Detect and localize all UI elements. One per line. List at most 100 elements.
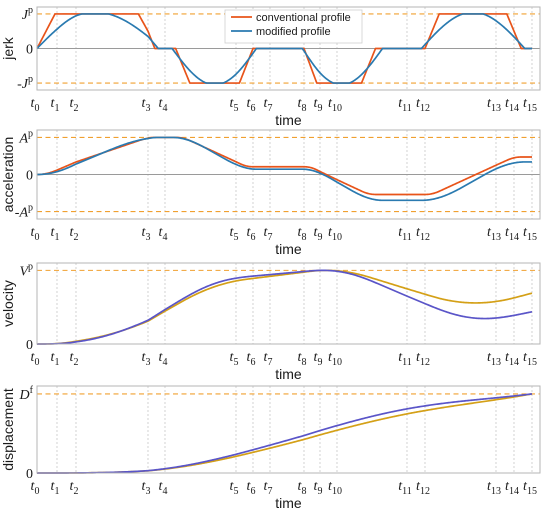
time-tick-label: t6 — [247, 96, 256, 114]
time-tick-label: t4 — [159, 225, 168, 243]
time-tick-label: t15 — [523, 96, 537, 114]
time-tick-label: t8 — [298, 96, 307, 114]
time-tick-label: t7 — [264, 96, 273, 114]
time-tick-label: t14 — [505, 350, 519, 368]
conventional-acceleration-curve — [36, 136, 532, 196]
y-axis-label: jerk — [0, 36, 16, 61]
time-tick-label: t4 — [159, 350, 168, 368]
time-tick-label: t12 — [416, 350, 430, 368]
time-tick-label: t12 — [416, 96, 430, 114]
time-tick-label: t8 — [298, 479, 307, 497]
time-tick-label: t1 — [51, 479, 60, 497]
time-tick-label: t5 — [230, 350, 239, 368]
legend-box — [224, 9, 363, 44]
time-tick-label: t7 — [264, 225, 273, 243]
y-axis-label: displacement — [0, 388, 16, 471]
modified-acceleration-curve — [37, 136, 532, 202]
time-tick-label: t15 — [523, 350, 537, 368]
time-tick-label: t13 — [487, 96, 501, 114]
time-tick-label: t10 — [328, 479, 342, 497]
time-tick-label: t7 — [264, 350, 273, 368]
y-tick-label: -Jp — [17, 74, 33, 92]
y-tick-label: 0 — [26, 169, 33, 184]
time-tick-label: t9 — [314, 350, 323, 368]
time-tick-label: t4 — [159, 479, 168, 497]
time-tick-label: t11 — [398, 479, 412, 497]
y-tick-label: 0 — [26, 467, 33, 482]
time-tick-label: t6 — [247, 479, 256, 497]
y-tick-label: Vp — [19, 261, 33, 279]
modified-displacement-curve — [37, 393, 533, 474]
time-tick-label: t2 — [70, 479, 79, 497]
time-tick-label: t0 — [31, 225, 40, 243]
time-tick-label: t9 — [314, 225, 323, 243]
time-tick-label: t2 — [70, 225, 79, 243]
time-tick-label: t6 — [247, 225, 256, 243]
time-tick-label: t0 — [31, 96, 40, 114]
time-tick-label: t14 — [505, 479, 519, 497]
time-tick-label: t3 — [142, 479, 151, 497]
panel-displacement: Df 0 displacement t0 t1 t2 t3 t4 t5 t6 t7 t8 t9 t10 t1… — [0, 385, 541, 511]
time-tick-label: t9 — [314, 96, 323, 114]
conventional-velocity-curve — [37, 269, 533, 345]
time-tick-label: t11 — [398, 225, 412, 243]
time-tick-label: t5 — [230, 96, 239, 114]
y-axis-label: acceleration — [0, 137, 16, 213]
legend-label-modified: modified profile — [256, 26, 331, 38]
time-tick-label: t12 — [416, 225, 430, 243]
y-tick-label: 0 — [26, 338, 33, 353]
y-tick-label: Df — [19, 385, 34, 403]
axes-frame — [36, 385, 541, 474]
y-axis-label: velocity — [0, 280, 16, 327]
time-tick-label: t1 — [51, 225, 60, 243]
x-axis-label: time — [275, 366, 302, 382]
modified-velocity-curve — [37, 269, 533, 345]
time-tick-label: t6 — [247, 350, 256, 368]
time-tick-label: t5 — [230, 479, 239, 497]
time-tick-label: t1 — [51, 96, 60, 114]
legend: conventional profile modified profile — [224, 9, 363, 44]
time-tick-label: t0 — [31, 479, 40, 497]
time-tick-label: t10 — [328, 96, 342, 114]
time-tick-label: t13 — [487, 479, 501, 497]
y-tick-label: -Ap — [15, 203, 33, 221]
time-tick-label: t5 — [230, 225, 239, 243]
time-tick-label: t0 — [31, 350, 40, 368]
y-tick-label: Jp — [22, 5, 33, 23]
x-axis-label: time — [275, 495, 302, 511]
time-tick-label: t11 — [398, 350, 412, 368]
time-tick-label: t13 — [487, 350, 501, 368]
time-tick-label: t10 — [328, 225, 342, 243]
time-tick-label: t3 — [142, 350, 151, 368]
conventional-displacement-curve — [37, 393, 533, 474]
time-tick-label: t1 — [51, 350, 60, 368]
time-tick-label: t14 — [505, 225, 519, 243]
time-tick-label: t8 — [298, 225, 307, 243]
panel-velocity: Vp 0 velocity t0 t1 t2 t3 t4 t5 t6 t7 t8 t9 t10 t11 t12… — [0, 261, 541, 382]
time-tick-label: t3 — [142, 96, 151, 114]
axes-frame — [36, 129, 541, 220]
time-tick-label: t2 — [70, 350, 79, 368]
time-tick-label: t11 — [398, 96, 412, 114]
time-tick-label: t15 — [523, 479, 537, 497]
legend-label-conventional: conventional profile — [256, 12, 351, 24]
axes-frame — [36, 262, 541, 345]
time-tick-label: t15 — [523, 225, 537, 243]
time-tick-label: t10 — [328, 350, 342, 368]
time-tick-label: t3 — [142, 225, 151, 243]
time-tick-label: t2 — [70, 96, 79, 114]
modified-jerk-curve — [36, 13, 532, 84]
x-axis-label: time — [275, 112, 302, 128]
time-tick-label: t4 — [159, 96, 168, 114]
time-tick-label: t12 — [416, 479, 430, 497]
y-tick-label: Ap — [18, 128, 33, 146]
axes-frame — [36, 6, 541, 91]
time-tick-label: t7 — [264, 479, 273, 497]
x-axis-label: time — [275, 241, 302, 257]
time-tick-label: t14 — [505, 96, 519, 114]
time-tick-label: t13 — [487, 225, 501, 243]
y-tick-label: 0 — [26, 43, 33, 58]
